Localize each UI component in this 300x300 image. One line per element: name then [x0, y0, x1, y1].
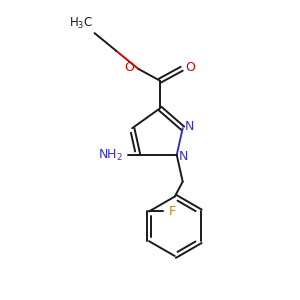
Text: O: O: [186, 61, 196, 74]
Text: N: N: [179, 150, 188, 164]
Text: O: O: [124, 61, 134, 74]
Text: F: F: [169, 205, 176, 218]
Text: N: N: [185, 120, 194, 133]
Text: NH$_2$: NH$_2$: [98, 147, 123, 163]
Text: H$_3$C: H$_3$C: [69, 16, 93, 31]
